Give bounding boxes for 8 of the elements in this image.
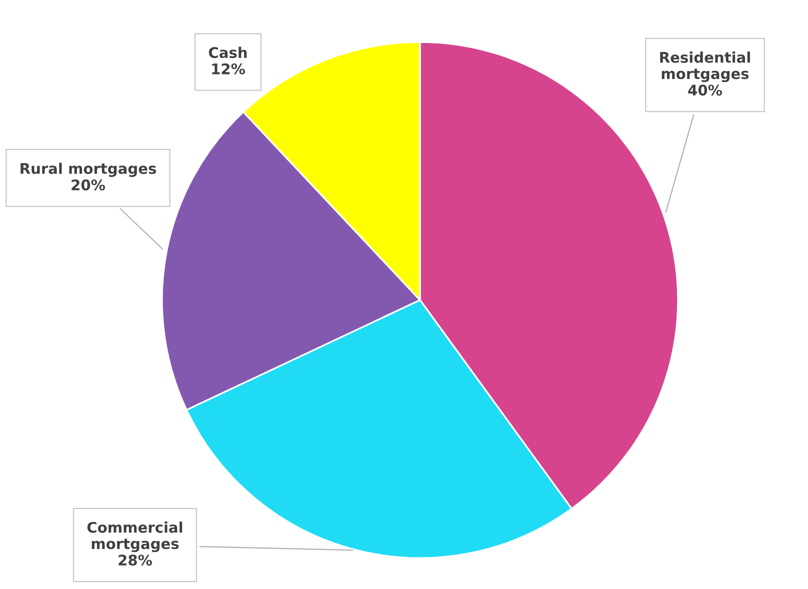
data-label: 20% xyxy=(72,179,105,190)
slice-label: Rural mortgages xyxy=(20,162,156,177)
slice-label: Commercial mortgages xyxy=(87,522,182,552)
slice-label: Cash xyxy=(208,46,247,58)
data-label: 28% xyxy=(118,554,152,566)
data-label: 12% xyxy=(212,63,245,74)
slice-label: Residential mortgages xyxy=(660,52,750,82)
data-label: 40% xyxy=(688,84,722,96)
